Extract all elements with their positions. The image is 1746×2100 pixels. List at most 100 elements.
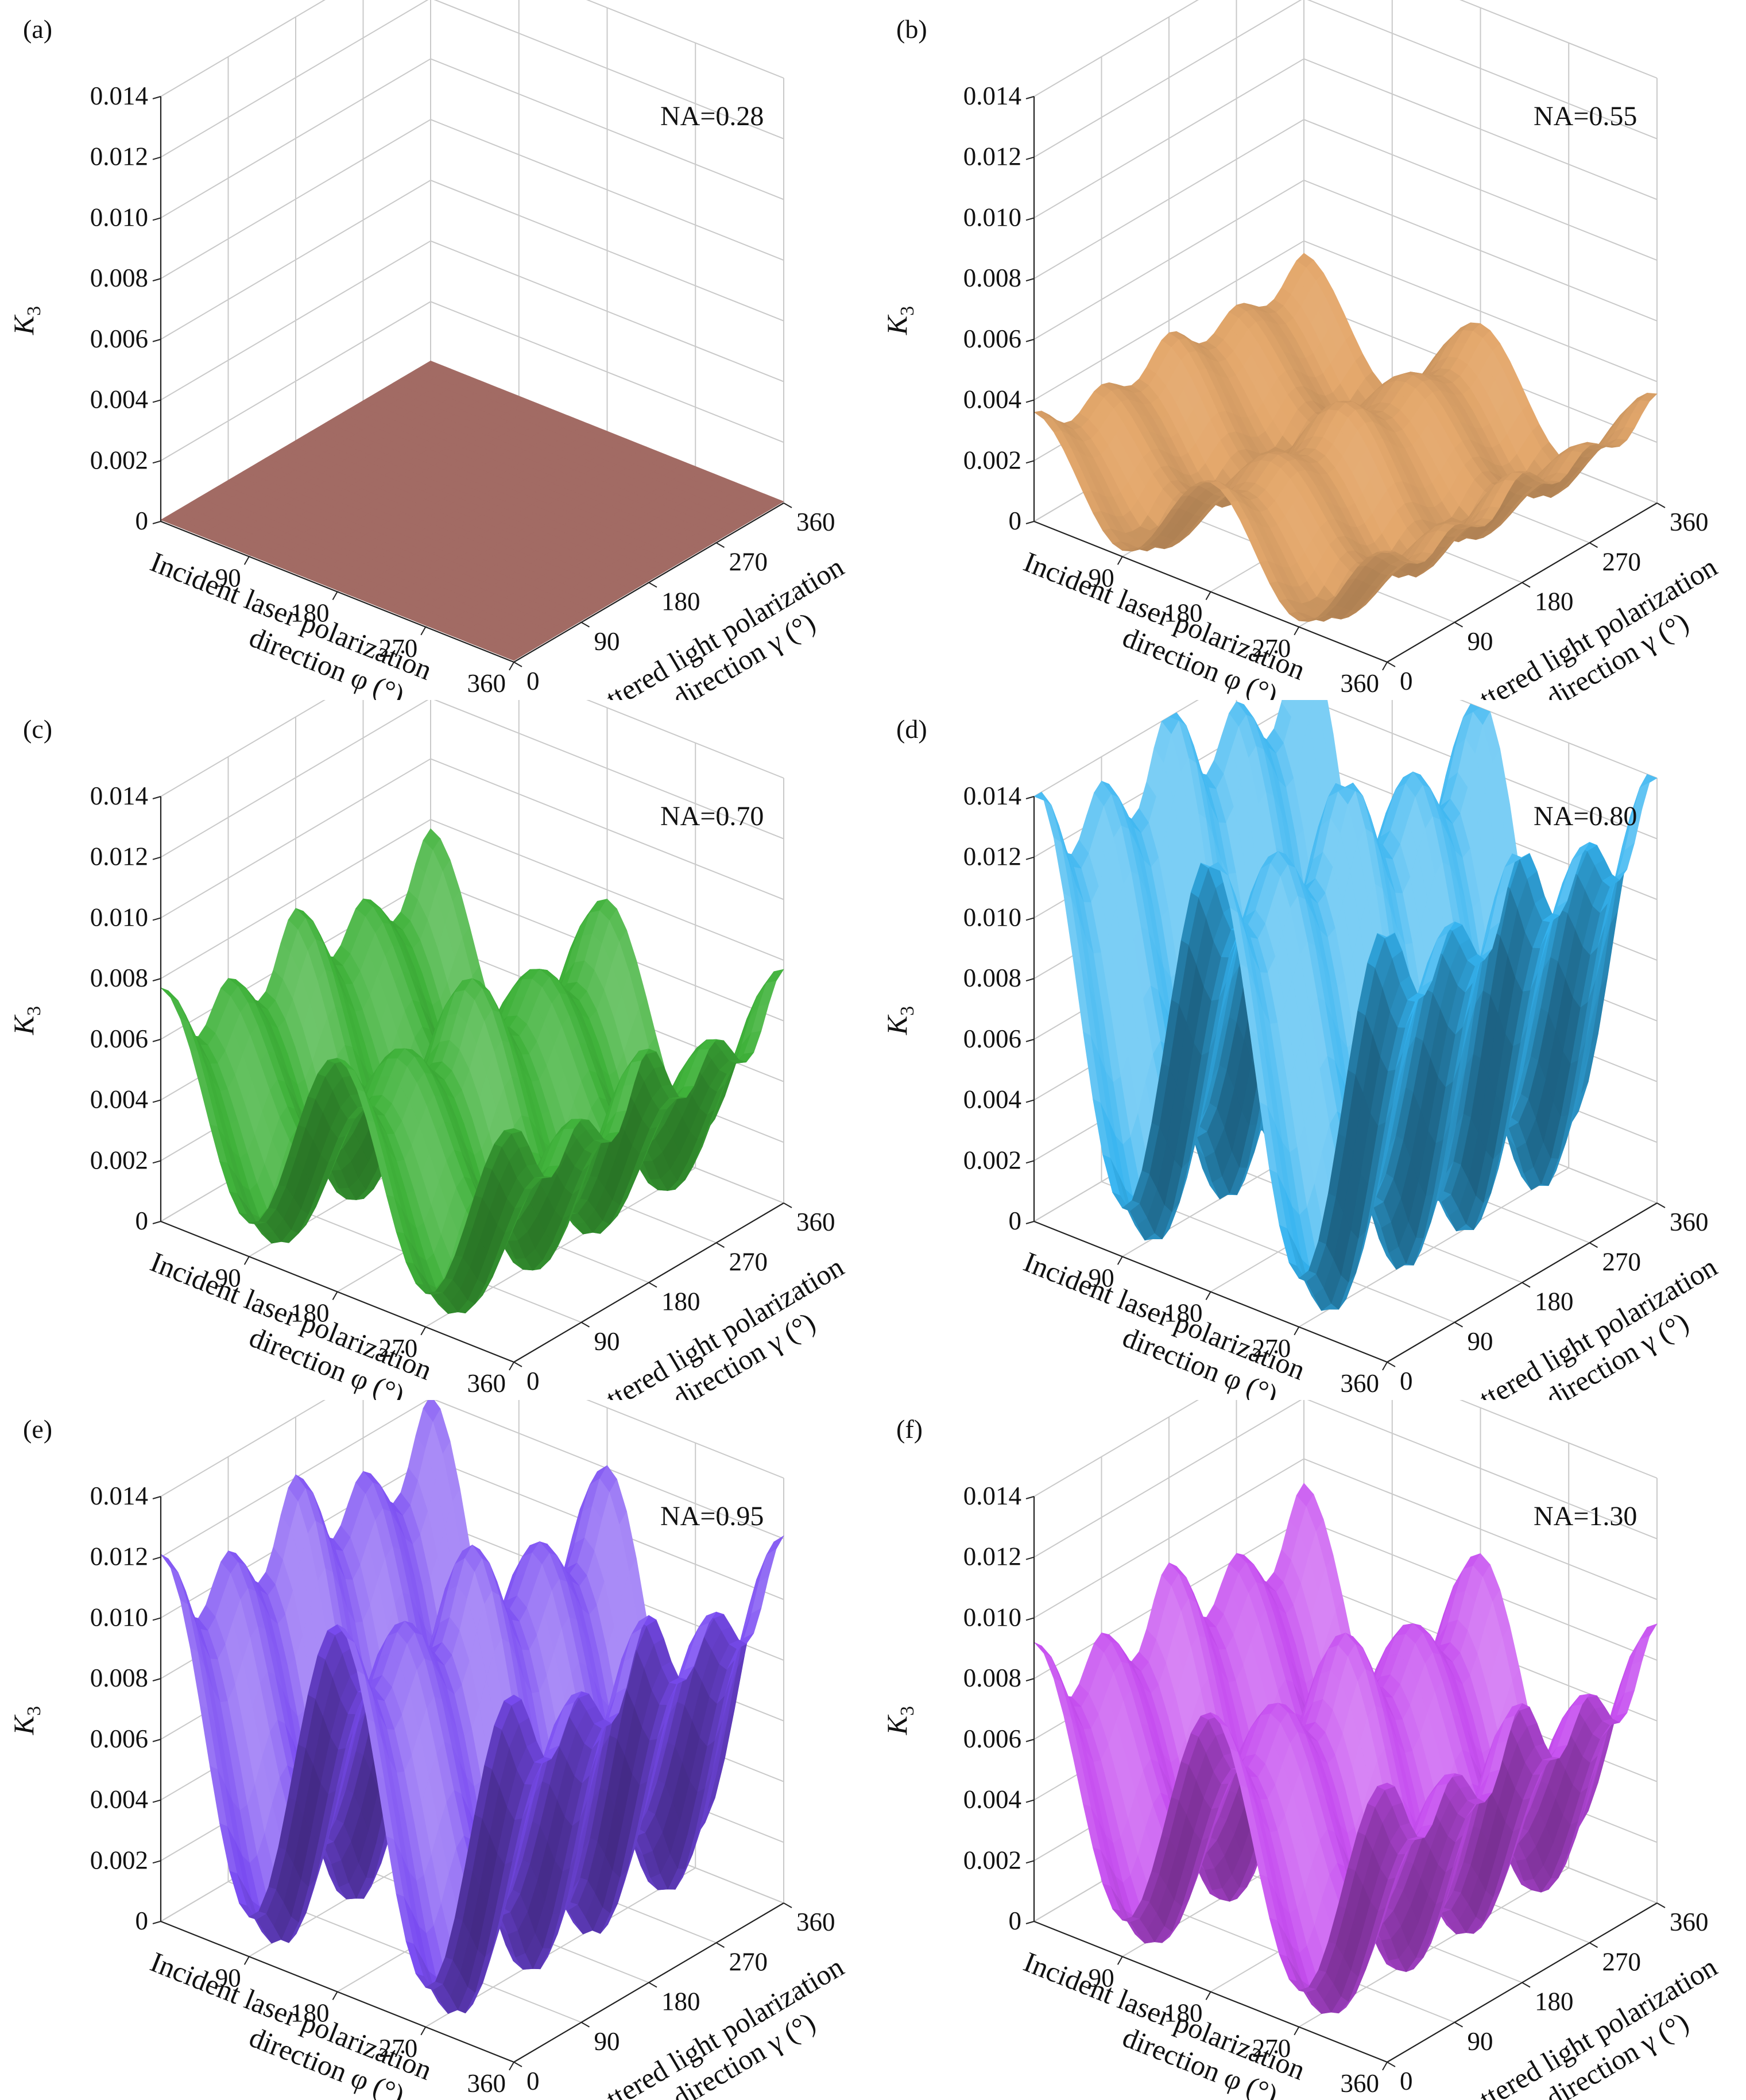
- z-tick-mark: [1025, 338, 1035, 342]
- surface-patch: [766, 969, 784, 984]
- z-tick-label: 0.006: [90, 324, 148, 353]
- z-tick-mark: [1025, 278, 1035, 282]
- z-tick-label: 0: [136, 1206, 149, 1235]
- z-tick-mark: [152, 156, 161, 160]
- gamma-tick-mark: [1589, 542, 1598, 548]
- z-tick-label: 0.014: [90, 82, 148, 110]
- z-gridline: [160, 0, 784, 97]
- gamma-tick-mark: [783, 502, 792, 508]
- z-axis-title-sub: 3: [897, 306, 918, 316]
- phi-tick-mark: [420, 1326, 427, 1336]
- z-gridline: [1033, 119, 1658, 280]
- z-tick-label: 0.002: [963, 446, 1021, 474]
- gamma-tick-mark: [1656, 502, 1666, 508]
- z-tick-mark: [152, 856, 161, 860]
- phi-tick-label: 360: [467, 1369, 506, 1398]
- z-gridline: [160, 58, 784, 219]
- gamma-tick-label: 0: [1400, 667, 1413, 695]
- gamma-tick-mark: [648, 1282, 657, 1288]
- na-annotation: NA=0.28: [660, 101, 764, 132]
- surface: [1033, 700, 1658, 1311]
- z-tick-label: 0.002: [90, 1146, 148, 1174]
- phi-tick-label: 360: [1341, 669, 1380, 698]
- phi-tick-label: 90: [215, 1263, 241, 1292]
- surface-patch: [1377, 550, 1395, 554]
- phi-tick-label: 180: [291, 599, 330, 628]
- z-tick-label: 0.006: [90, 1024, 148, 1053]
- na-annotation: NA=0.55: [1534, 101, 1637, 132]
- z-tick-mark: [152, 796, 161, 799]
- z-tick-mark: [152, 399, 161, 403]
- phi-tick-mark: [332, 1291, 338, 1300]
- z-tick-mark: [1025, 96, 1035, 99]
- gamma-tick-label: 270: [729, 547, 768, 576]
- na-annotation: NA=0.70: [660, 801, 764, 832]
- gamma-tick-mark: [513, 1362, 522, 1367]
- z-tick-mark: [152, 1099, 161, 1103]
- axes: 00.0020.0040.0060.0080.0100.0120.0149018…: [963, 82, 1709, 698]
- z-tick-label: 0.014: [963, 82, 1021, 110]
- phi-tick-mark: [420, 626, 427, 636]
- gamma-tick-label: 180: [1535, 587, 1574, 616]
- z-tick-mark: [1025, 460, 1035, 464]
- gamma-tick-mark: [513, 662, 522, 667]
- z-gridline: [1033, 700, 1658, 797]
- gamma-tick-label: 0: [526, 1367, 540, 1395]
- z-axis-title-main: K: [7, 314, 40, 335]
- z-tick-label: 0.004: [963, 385, 1021, 414]
- gamma-tick-mark: [783, 1202, 792, 1208]
- gamma-tick-label: 270: [729, 1247, 768, 1276]
- z-tick-label: 0: [136, 506, 149, 535]
- gamma-tick-label: 180: [661, 1287, 700, 1316]
- z-tick-mark: [1025, 399, 1035, 403]
- panel-c: 00.0020.0040.0060.0080.0100.0120.0149018…: [7, 700, 849, 1400]
- z-axis-title-sub: 3: [24, 306, 45, 316]
- gamma-tick-mark: [581, 621, 590, 628]
- z-tick-label: 0.010: [963, 203, 1021, 231]
- z-tick-label: 0.002: [90, 446, 148, 474]
- gamma-tick-label: 90: [594, 1327, 620, 1356]
- phi-tick-label: 270: [1252, 634, 1291, 663]
- z-tick-mark: [152, 1221, 161, 1224]
- z-gridline: [160, 240, 784, 401]
- z-gridline: [1033, 179, 1658, 340]
- gamma-tick-mark: [716, 1242, 725, 1248]
- z-tick-mark: [152, 1038, 161, 1042]
- z-gridline: [160, 700, 784, 858]
- z-axis-title-sub: 3: [24, 1006, 45, 1016]
- panel-d: 00.0020.0040.0060.0080.0100.0120.0149018…: [881, 700, 1722, 1400]
- z-tick-label: 0.008: [90, 964, 148, 992]
- z-axis-title: K3: [881, 306, 918, 335]
- gamma-tick-label: 360: [796, 1208, 835, 1236]
- gamma-tick-mark: [581, 1321, 590, 1328]
- z-tick-label: 0.012: [963, 142, 1021, 171]
- z-tick-mark: [152, 917, 161, 921]
- phi-tick-mark: [1382, 662, 1388, 671]
- surface-patch: [160, 987, 179, 1001]
- z-axis-title: K3: [7, 1006, 45, 1035]
- gamma-tick-label: 90: [1468, 627, 1493, 656]
- z-tick-mark: [152, 521, 161, 524]
- phi-tick-mark: [1294, 626, 1300, 636]
- z-axis-title-main: K: [881, 314, 913, 335]
- surface-patch: [503, 1128, 522, 1134]
- gamma-tick-label: 90: [594, 627, 620, 656]
- phi-tick-mark: [243, 1256, 250, 1265]
- z-tick-mark: [1025, 156, 1035, 160]
- phi-tick-label: 360: [467, 669, 506, 698]
- gamma-tick-mark: [716, 542, 725, 548]
- z-gridline: [160, 700, 784, 797]
- panel-b: 00.0020.0040.0060.0080.0100.0120.0149018…: [881, 0, 1722, 700]
- z-tick-label: 0.008: [90, 264, 148, 292]
- z-tick-label: 0.012: [90, 142, 148, 171]
- gamma-tick-label: 360: [796, 508, 835, 536]
- z-tick-label: 0: [1009, 506, 1022, 535]
- phi-tick-mark: [1117, 556, 1123, 565]
- panel-label: (b): [896, 14, 927, 44]
- z-tick-label: 0.010: [90, 203, 148, 231]
- z-tick-label: 0.012: [90, 842, 148, 871]
